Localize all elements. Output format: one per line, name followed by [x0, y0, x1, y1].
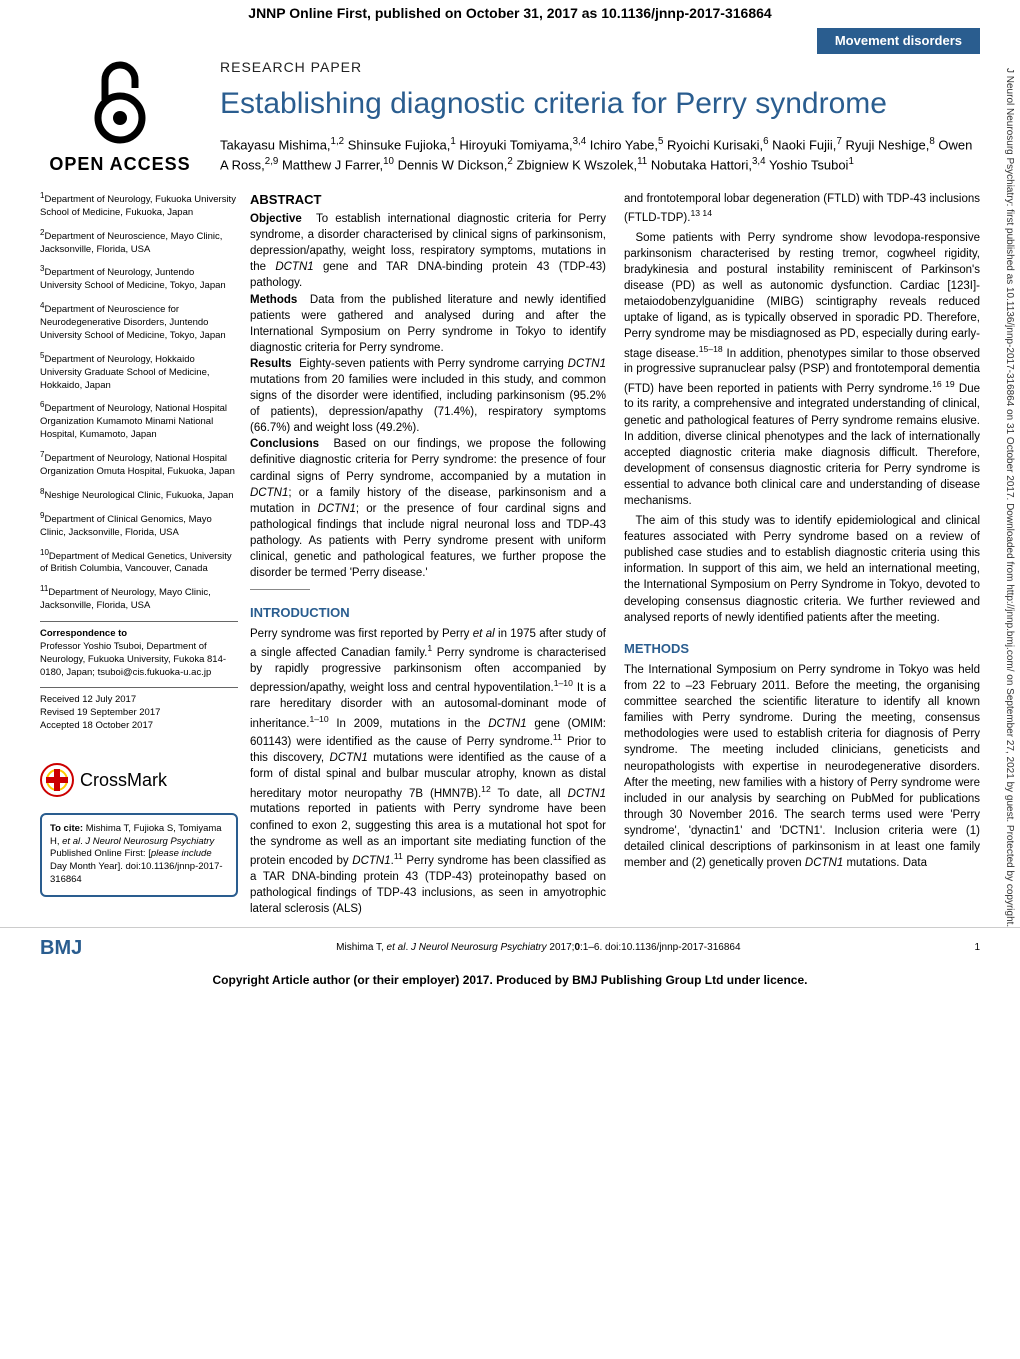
dates-block: Received 12 July 2017 Revised 19 Septemb… [40, 687, 238, 732]
date-accepted: Accepted 18 October 2017 [40, 720, 238, 733]
introduction-heading: INTRODUCTION [250, 604, 606, 622]
date-revised: Revised 19 September 2017 [40, 707, 238, 720]
affiliation-item: 10Department of Medical Genetics, Univer… [40, 548, 238, 577]
crossmark-icon [40, 763, 74, 797]
open-access-icon [85, 58, 155, 148]
affiliation-item: 3Department of Neurology, Juntendo Unive… [40, 264, 238, 293]
article-title: Establishing diagnostic criteria for Per… [220, 83, 980, 125]
methods-body: The International Symposium on Perry syn… [624, 662, 980, 871]
vertical-rights-text: J Neurol Neurosurg Psychiatry: first pub… [1002, 68, 1016, 1268]
divider [250, 589, 310, 590]
abstract-results: Results Eighty-seven patients with Perry… [250, 356, 606, 436]
abstract-objective: Objective To establish international dia… [250, 211, 606, 291]
open-access-block: OPEN ACCESS [40, 58, 200, 177]
publication-banner: JNNP Online First, published on October … [0, 0, 1020, 28]
correspondence-body: Professor Yoshio Tsuboi, Department of N… [40, 641, 238, 679]
abstract-heading: ABSTRACT [250, 191, 606, 209]
footer: BMJ Mishima T, et al. J Neurol Neurosurg… [0, 927, 1020, 968]
col2-para: and frontotemporal lobar degeneration (F… [624, 191, 980, 226]
crossmark-badge[interactable]: CrossMark [40, 763, 238, 797]
affiliation-item: 2Department of Neuroscience, Mayo Clinic… [40, 228, 238, 257]
paper-type: RESEARCH PAPER [220, 58, 980, 78]
cite-box: To cite: Mishima T, Fujioka S, Tomiyama … [40, 813, 238, 897]
abstract-conclusions: Conclusions Based on our findings, we pr… [250, 436, 606, 581]
affiliation-item: 8Neshige Neurological Clinic, Fukuoka, J… [40, 487, 238, 503]
affiliation-item: 7Department of Neurology, National Hospi… [40, 450, 238, 479]
abstract-methods: Methods Data from the published literatu… [250, 292, 606, 356]
affiliation-item: 1Department of Neurology, Fukuoka Univer… [40, 191, 238, 220]
introduction-body: Perry syndrome was first reported by Per… [250, 626, 606, 917]
col2-para: Some patients with Perry syndrome show l… [624, 230, 980, 509]
footer-citation: Mishima T, et al. J Neurol Neurosurg Psy… [102, 941, 974, 955]
affiliation-item: 5Department of Neurology, Hokkaido Unive… [40, 351, 238, 393]
open-access-label: OPEN ACCESS [40, 152, 200, 177]
methods-heading: METHODS [624, 640, 980, 658]
affiliation-item: 9Department of Clinical Genomics, Mayo C… [40, 511, 238, 540]
correspondence-heading: Correspondence to [40, 621, 238, 641]
crossmark-label: CrossMark [80, 768, 167, 792]
main-column-1: ABSTRACT Objective To establish internat… [250, 191, 606, 917]
col2-para: The aim of this study was to identify ep… [624, 513, 980, 626]
copyright-line: Copyright Article author (or their emplo… [0, 968, 1020, 993]
affiliation-item: 11Department of Neurology, Mayo Clinic, … [40, 584, 238, 613]
date-received: Received 12 July 2017 [40, 694, 238, 707]
authors-list: Takayasu Mishima,1,2 Shinsuke Fujioka,1 … [220, 135, 980, 175]
main-column-2: and frontotemporal lobar degeneration (F… [624, 191, 980, 917]
affiliations: 1Department of Neurology, Fukuoka Univer… [40, 191, 238, 613]
bmj-logo: BMJ [40, 934, 82, 962]
affiliation-item: 6Department of Neurology, National Hospi… [40, 400, 238, 442]
page-number: 1 [974, 941, 980, 955]
sidebar-column: 1Department of Neurology, Fukuoka Univer… [40, 191, 250, 917]
affiliation-item: 4Department of Neuroscience for Neurodeg… [40, 301, 238, 343]
